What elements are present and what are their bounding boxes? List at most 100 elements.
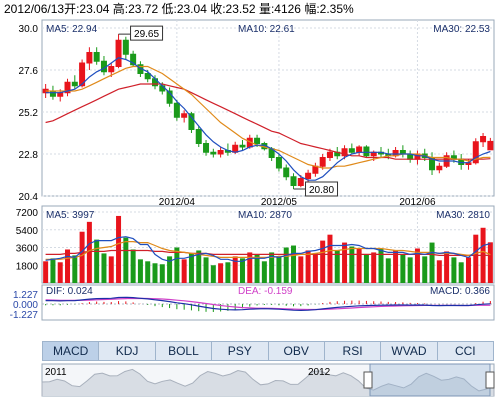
volume-bar bbox=[487, 242, 493, 283]
low-annotation-label: 20.80 bbox=[309, 185, 334, 196]
volume-bar bbox=[123, 237, 129, 283]
candle-body bbox=[341, 148, 348, 157]
volume-bar bbox=[181, 259, 187, 283]
volume-bar bbox=[239, 258, 245, 283]
volume-bar bbox=[210, 265, 216, 283]
candle-body bbox=[290, 176, 297, 186]
low-annotation-box bbox=[305, 181, 339, 197]
candle-body bbox=[239, 144, 246, 148]
candle-body bbox=[166, 90, 173, 104]
volume-ma5-line bbox=[45, 236, 491, 262]
volume-bar bbox=[444, 251, 450, 283]
volume-bar bbox=[261, 261, 267, 283]
tab-kdj[interactable]: KDJ bbox=[99, 342, 156, 360]
candle-body bbox=[195, 129, 202, 144]
macd-tick-label: -1.227 bbox=[10, 310, 39, 321]
dif-line bbox=[45, 296, 491, 312]
price-tick-label: 25.2 bbox=[19, 108, 39, 119]
candle-body bbox=[254, 137, 261, 144]
macd-legend-dif: DIF: 0.024 bbox=[46, 286, 93, 297]
candle-body bbox=[436, 165, 443, 171]
candle-body bbox=[93, 52, 100, 62]
candle-body bbox=[79, 62, 86, 87]
candle-body bbox=[312, 165, 319, 174]
high-annotation-box bbox=[130, 25, 164, 41]
candle-body bbox=[283, 167, 290, 178]
volume-bar bbox=[43, 261, 49, 283]
volume-bar bbox=[327, 234, 333, 283]
candle-body bbox=[326, 151, 333, 158]
volume-tick-label: 7200 bbox=[16, 208, 39, 219]
tab-psy[interactable]: PSY bbox=[212, 342, 269, 360]
tab-boll[interactable]: BOLL bbox=[156, 342, 213, 360]
candle-body bbox=[275, 157, 282, 169]
macd-legend-macd: MACD: 0.366 bbox=[430, 286, 490, 297]
volume-bar bbox=[334, 250, 340, 283]
volume-bar bbox=[436, 260, 442, 283]
volume-bar bbox=[108, 256, 114, 283]
high-annotation-label: 29.65 bbox=[134, 29, 159, 40]
date-tick-label: 2012/04 bbox=[159, 197, 196, 208]
quote-date: 2012/06/13 bbox=[4, 2, 65, 16]
indicator-tabs: MACD KDJ BOLL PSY OBV RSI WVAD CCI bbox=[42, 341, 494, 361]
volume-bar bbox=[305, 250, 311, 283]
volume-bar bbox=[298, 256, 304, 283]
volume-bar bbox=[378, 248, 384, 283]
volume-bar bbox=[72, 255, 78, 283]
volume-legend-ma5: MA5: 3997 bbox=[46, 210, 95, 221]
volume-bar bbox=[145, 261, 151, 283]
volume-bar bbox=[349, 246, 355, 283]
price-legend-ma10: MA10: 22.61 bbox=[238, 24, 295, 35]
macd-tick-label: 0.000 bbox=[13, 300, 38, 311]
macd-tick-label: 1.227 bbox=[13, 290, 38, 301]
volume-bar bbox=[363, 254, 369, 283]
volume-bar bbox=[276, 257, 282, 283]
price-legend-ma30: MA30: 22.53 bbox=[433, 24, 490, 35]
tab-rsi[interactable]: RSI bbox=[325, 342, 382, 360]
tab-wvad[interactable]: WVAD bbox=[381, 342, 438, 360]
date-tick-label: 2012/06 bbox=[399, 197, 436, 208]
volume-bar bbox=[232, 256, 238, 283]
volume-bar bbox=[174, 247, 180, 283]
candle-body bbox=[232, 144, 239, 153]
volume-bar bbox=[65, 249, 71, 283]
date-tick-label: 2012/05 bbox=[261, 197, 298, 208]
tab-cci[interactable]: CCI bbox=[454, 344, 476, 358]
volume-bar bbox=[414, 248, 420, 283]
volume-bar bbox=[393, 250, 399, 283]
candle-body bbox=[319, 157, 326, 167]
macd-panel-frame bbox=[41, 284, 495, 321]
candle-body bbox=[130, 53, 137, 66]
volume-bar bbox=[50, 258, 56, 283]
navigator-year-label: 2011 bbox=[45, 367, 67, 378]
quote-low: 低:23.04 bbox=[161, 2, 207, 16]
stock-quote-header: 2012/06/13开:23.04 高:23.72 低:23.04 收:23.5… bbox=[0, 0, 498, 20]
tab-obv[interactable]: OBV bbox=[269, 342, 325, 360]
candle-body bbox=[356, 146, 363, 153]
volume-bar bbox=[188, 253, 194, 283]
candle-body bbox=[108, 66, 115, 73]
navigator-area bbox=[41, 368, 495, 396]
candle-body bbox=[480, 136, 487, 143]
volume-bar bbox=[400, 254, 406, 283]
volume-bar bbox=[167, 256, 173, 283]
volume-bar bbox=[451, 257, 457, 283]
candle-body bbox=[348, 148, 355, 153]
volume-tick-label: 1800 bbox=[16, 261, 39, 272]
volume-bar bbox=[254, 254, 260, 283]
candle-body bbox=[188, 113, 195, 130]
volume-bar bbox=[407, 257, 413, 283]
candle-body bbox=[71, 81, 78, 87]
volume-bar bbox=[356, 248, 362, 283]
candle-body bbox=[297, 178, 304, 186]
volume-bar bbox=[269, 252, 275, 283]
volume-bar bbox=[130, 249, 136, 283]
navigator-left-handle[interactable] bbox=[363, 371, 373, 389]
quote-volume: 量:4126 bbox=[258, 2, 301, 16]
tab-macd[interactable]: MACD bbox=[43, 342, 100, 360]
navigator-right-handle[interactable] bbox=[485, 371, 495, 389]
quote-change: 幅:2.35% bbox=[304, 2, 354, 16]
price-tick-label: 27.6 bbox=[19, 66, 39, 77]
ma10-line bbox=[45, 65, 491, 169]
